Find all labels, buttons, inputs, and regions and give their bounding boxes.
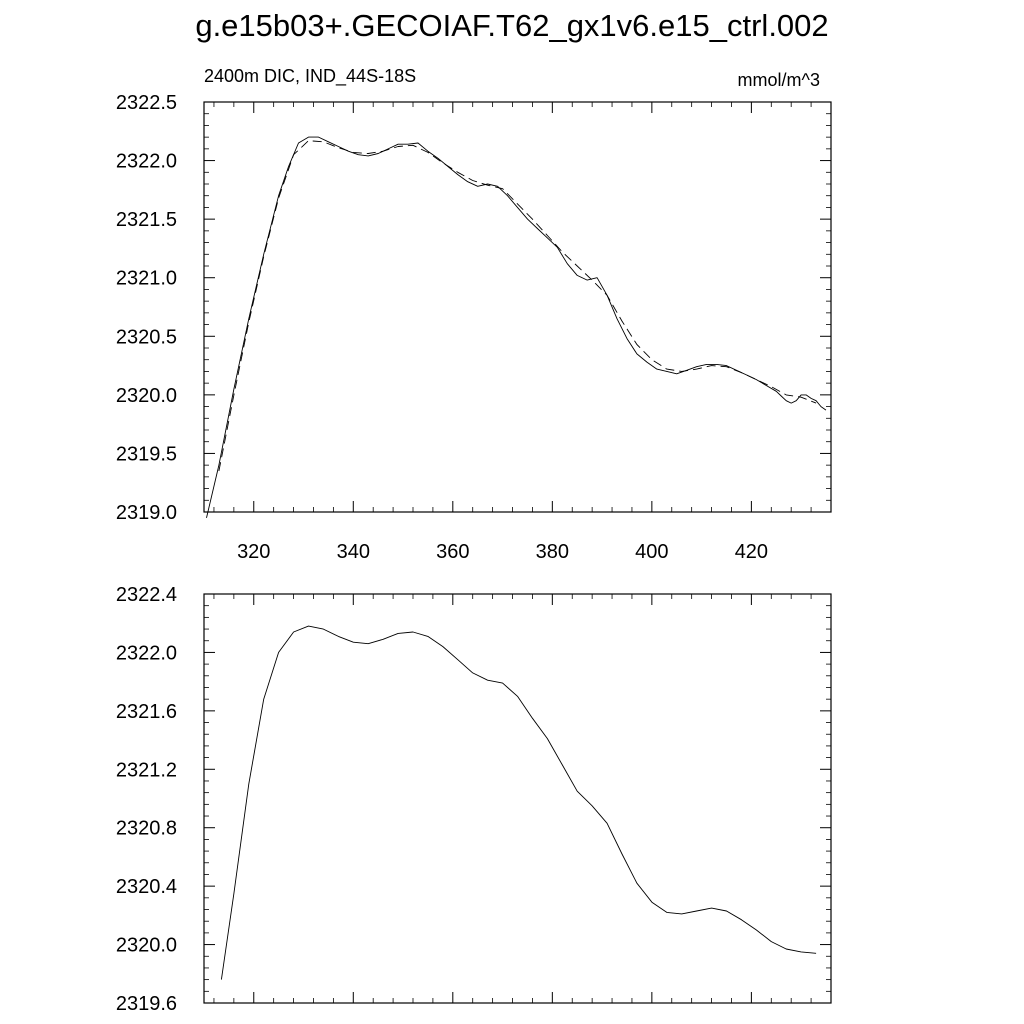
- y-tick-label: 2320.4: [116, 876, 177, 898]
- y-tick-label: 2321.6: [116, 701, 177, 723]
- y-tick-label: 2319.0: [116, 502, 177, 524]
- y-tick-label: 2319.5: [116, 443, 177, 465]
- bottom-panel: 2319.6 2320.0 2320.4 2320.8 2321.2 2321.6 2322…: [116, 584, 832, 1015]
- chart-title: g.e15b03+.GECOIAF.T62_gx1v6.e15_ctrl.002: [195, 8, 829, 43]
- series-line-annual-0: [206, 136, 827, 519]
- y-tick-label: 2320.0: [116, 385, 177, 407]
- y-tick-label: 2320.5: [116, 326, 177, 348]
- series-line-smoothed-0: [218, 140, 817, 472]
- x-tick-label: 420: [735, 541, 768, 563]
- x-tick-label: 340: [337, 541, 370, 563]
- y-tick-label: 2319.6: [116, 993, 177, 1015]
- y-tick-label: 2320.8: [116, 818, 177, 840]
- chart-subtitle-variable: 2400m DIC, IND_44S-18S: [204, 66, 417, 86]
- series-line-smoothed-1: [220, 625, 817, 980]
- y-tick-label: 2322.0: [116, 151, 177, 173]
- y-tick-label: 2322.0: [116, 642, 177, 664]
- y-tick-label: 2321.0: [116, 268, 177, 290]
- y-tick-label: 2322.5: [116, 92, 177, 114]
- top-panel: 320 340 360 380 400 420 2319.0 2319.5 2320.0 2320…: [116, 92, 832, 563]
- y-tick-label: 2321.2: [116, 759, 177, 781]
- y-tick-label: 2321.5: [116, 209, 177, 231]
- plot-frame: [203, 101, 832, 513]
- plot-frame: [203, 593, 832, 1004]
- x-tick-label: 380: [536, 541, 569, 563]
- y-tick-label: 2320.0: [116, 935, 177, 957]
- y-tick-label: 2322.4: [116, 584, 177, 606]
- x-tick-label: 320: [237, 541, 270, 563]
- x-tick-label: 360: [436, 541, 469, 563]
- chart-subtitle-units: mmol/m^3: [737, 70, 820, 90]
- x-tick-label: 400: [635, 541, 668, 563]
